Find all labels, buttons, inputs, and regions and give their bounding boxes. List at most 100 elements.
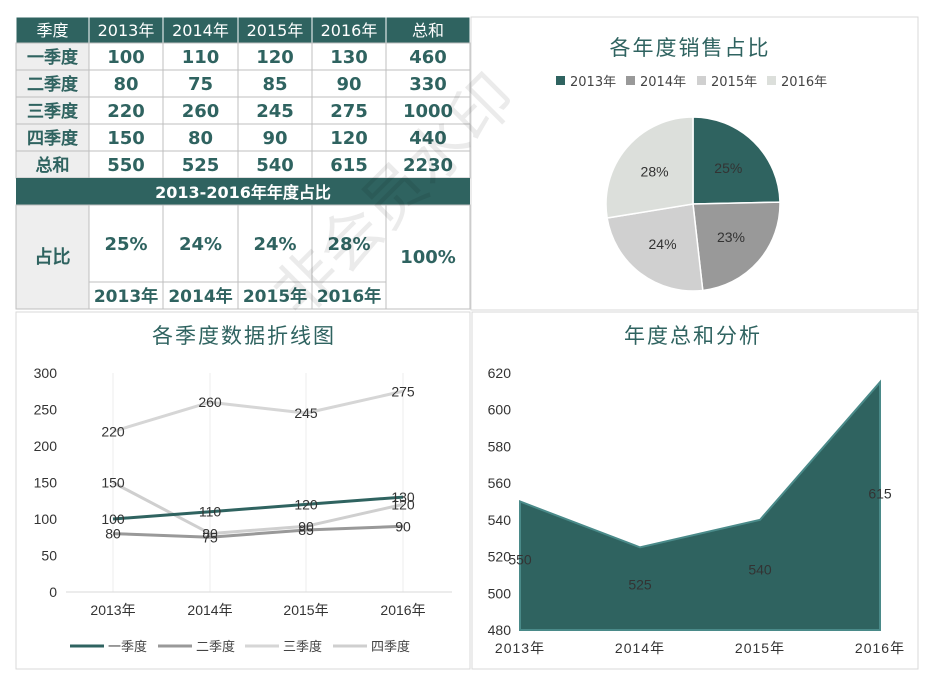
ratio-year: 2013年: [94, 286, 158, 307]
table-cell-value: 525: [182, 155, 220, 176]
table-header-cell: [15, 16, 90, 44]
pie-data-label: 28%: [641, 163, 669, 179]
line-x-tick: 2015年: [283, 602, 328, 618]
table-cell-value: 150: [107, 128, 145, 149]
ratio-value: 28%: [327, 234, 370, 255]
line-data-label: 245: [294, 405, 318, 421]
table-header-text: 总和: [412, 21, 444, 40]
table-header-cell: [385, 16, 471, 44]
table-cell-value: 80: [188, 128, 213, 149]
table-cell-value: 275: [330, 101, 368, 122]
table-cell: [311, 69, 387, 98]
line-y-tick: 150: [34, 475, 58, 491]
table-cell: [237, 150, 313, 179]
table-cell: [311, 123, 387, 152]
line-data-label: 110: [199, 504, 222, 520]
pie-legend-swatch: [626, 76, 635, 85]
ratio-label: 占比: [35, 246, 71, 268]
area-y-tick: 560: [488, 475, 512, 491]
ratio-value: 24%: [253, 234, 296, 255]
table-cell: [237, 96, 313, 125]
line-y-tick: 200: [34, 438, 58, 454]
ratio-year-cell: [311, 281, 387, 310]
line-panel: [15, 311, 471, 670]
pie-title: 各年度销售占比: [610, 36, 771, 60]
table-cell-value: 460: [409, 47, 447, 68]
area-y-tick: 480: [488, 622, 512, 638]
ratio-total: 100%: [400, 247, 456, 268]
table-cell-value: 550: [107, 155, 145, 176]
area-data-label: 550: [508, 551, 532, 567]
pie-legend-swatch: [767, 76, 776, 85]
area-title: 年度总和分析: [624, 324, 762, 348]
line-x-tick: 2014年: [187, 602, 232, 618]
ratio-section-title: 2013-2016年年度占比: [155, 183, 331, 202]
table-cell: [237, 123, 313, 152]
ratio-year-cell: [162, 281, 239, 310]
ratio-cell: [88, 204, 164, 283]
pie-slice: [692, 116, 781, 205]
line-y-tick: 0: [49, 584, 57, 600]
ratio-year-cell: [88, 281, 164, 310]
table-row-label-cell: [15, 123, 90, 152]
pie-data-label: 25%: [714, 160, 742, 176]
line-legend-label: 三季度: [283, 639, 322, 655]
area-y-tick: 520: [488, 549, 512, 565]
ratio-value: 24%: [179, 234, 222, 255]
area-x-tick: 2013年: [495, 640, 545, 656]
table-cell-value: 90: [336, 74, 361, 95]
table-header-text: 2014年: [172, 21, 229, 40]
line-legend-label: 四季度: [371, 639, 410, 655]
table-cell-value: 110: [182, 47, 220, 68]
table-cell-value: 2230: [403, 155, 453, 176]
pie-legend-label: 2015年: [711, 75, 757, 90]
table-cell-value: 75: [188, 74, 213, 95]
line-data-label: 150: [101, 475, 125, 491]
line-data-label: 100: [101, 511, 125, 527]
table-cell-value: 540: [256, 155, 294, 176]
ratio-section-bar: [16, 178, 470, 205]
table-cell-value: 440: [409, 128, 447, 149]
line-data-label: 120: [391, 496, 415, 512]
ratio-cell: [311, 204, 387, 283]
line-legend-label: 一季度: [108, 639, 147, 655]
line-y-tick: 50: [41, 548, 57, 564]
ratio-cell: [237, 204, 313, 283]
table-cell: [88, 69, 164, 98]
line-data-label: 85: [298, 522, 314, 538]
line-data-label: 80: [105, 526, 121, 542]
table-row-label-cell: [15, 69, 90, 98]
area-fill: [519, 379, 881, 631]
table-row-label: 一季度: [27, 47, 79, 68]
table-header-cell: [162, 16, 239, 44]
table-cell: [88, 96, 164, 125]
area-chart: 480 500 520 540 560 580 600 620 550 525 540 615 2013…: [488, 365, 904, 656]
area-data-label: 525: [628, 577, 652, 593]
line-data-label: 80: [202, 526, 218, 542]
pie-legend-label: 2013年: [570, 75, 616, 90]
ratio-cell: [162, 204, 239, 283]
ratio-year: 2016年: [317, 286, 381, 307]
pie-legend-label: 2016年: [781, 75, 827, 90]
table-cell-value: 85: [262, 74, 287, 95]
table-cell-value: 615: [330, 155, 368, 176]
table-cell: [88, 123, 164, 152]
line-data-label: 220: [101, 423, 125, 439]
line-y-tick: 100: [34, 511, 58, 527]
table-row-label-cell: [15, 42, 90, 71]
line-data-label: 130: [391, 489, 415, 505]
table-cell-value: 130: [330, 47, 368, 68]
line-series: [112, 481, 404, 536]
table-row-label: 三季度: [27, 101, 79, 122]
pie-legend-swatch: [556, 76, 565, 85]
line-series: [112, 524, 404, 539]
line-legend-label: 二季度: [196, 639, 235, 655]
table-cell-value: 120: [330, 128, 368, 149]
line-x-tick: 2013年: [90, 602, 135, 618]
area-y-tick: 500: [488, 585, 512, 601]
pie-data-label: 24%: [649, 236, 677, 252]
table-cell-value: 245: [256, 101, 294, 122]
line-y-tick: 250: [34, 402, 58, 418]
